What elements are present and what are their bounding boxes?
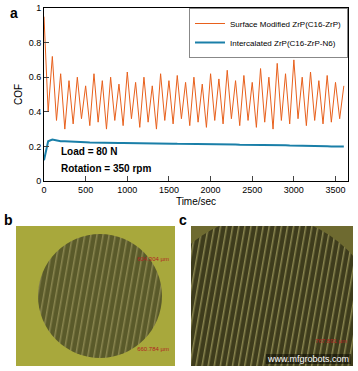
html-text:604.304 µm: 604.304 µm <box>137 256 169 262</box>
svg-text:Surface Modified ZrP(C16-ZrP): Surface Modified ZrP(C16-ZrP) <box>230 20 341 29</box>
svg-text:0: 0 <box>36 176 41 186</box>
svg-text:0.8: 0.8 <box>29 38 42 48</box>
svg-text:1000: 1000 <box>117 185 137 195</box>
svg-text:3000: 3000 <box>284 185 304 195</box>
html-text:b: b <box>4 212 13 228</box>
svg-text:2000: 2000 <box>201 185 221 195</box>
html-text:www.mfgrobots.com: www.mfgrobots.com <box>268 354 349 364</box>
svg-text:Time/sec: Time/sec <box>176 196 216 207</box>
svg-text:3500: 3500 <box>325 185 345 195</box>
svg-text:1: 1 <box>36 3 41 13</box>
svg-text:Load = 80 N: Load = 80 N <box>61 146 117 157</box>
svg-text:Intercalated ZrP(C16-ZrP-N6): Intercalated ZrP(C16-ZrP-N6) <box>230 39 336 48</box>
svg-text:Rotation = 350 rpm: Rotation = 350 rpm <box>61 163 151 174</box>
html-text:c: c <box>179 212 187 228</box>
svg-text:1500: 1500 <box>159 185 179 195</box>
svg-text:0.2: 0.2 <box>29 142 42 152</box>
svg-text:0: 0 <box>41 185 46 195</box>
html-text:660.784 µm: 660.784 µm <box>137 346 169 352</box>
svg-text:0.6: 0.6 <box>29 72 42 82</box>
html-text:767.891 µm: 767.891 µm <box>315 338 347 344</box>
svg-text:2500: 2500 <box>242 185 262 195</box>
svg-text:500: 500 <box>78 185 93 195</box>
svg-text:a: a <box>10 5 18 21</box>
svg-text:0.4: 0.4 <box>29 107 42 117</box>
svg-text:COF: COF <box>13 84 24 105</box>
